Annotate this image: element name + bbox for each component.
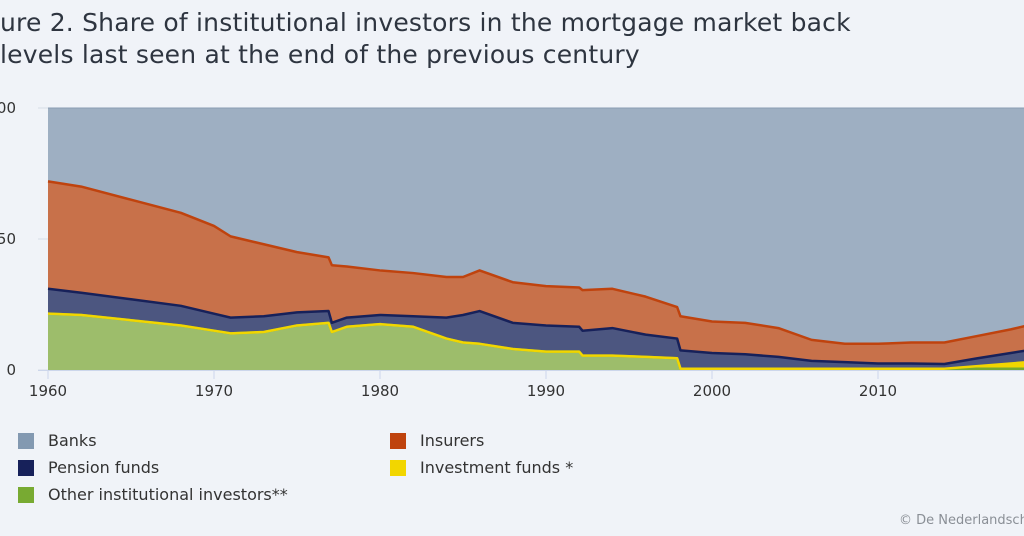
x-tick-label: 2010 [859,382,897,400]
legend-swatch-pension-funds [18,459,34,476]
y-tick-label: 50 [0,230,16,248]
line-investment-funds [47,312,1024,370]
legend-label: Pension funds [48,458,160,477]
line-pension-funds [47,287,1024,366]
legend-item-investment-funds[interactable]: Investment funds * [390,458,573,477]
legend-swatch-other-institutional [18,486,34,503]
legend-label: Other institutional investors** [48,485,288,504]
legend-item-other-institutional[interactable]: Other institutional investors** [18,485,288,504]
area-other-institutional-investors [48,313,1024,370]
copyright-credit: © De Nederlandsch [899,513,1024,528]
legend-item-pension-funds[interactable]: Pension funds [18,458,159,477]
area-investment-funds [48,313,1024,369]
legend-swatch-banks [18,432,34,449]
x-tick-label: 1970 [195,382,233,400]
area-insurers [48,181,1024,364]
legend-swatch-insurers [390,432,406,449]
area-banks [48,108,1024,344]
chart-title-line-1: ure 2. Share of institutional investors … [0,8,851,37]
x-tick-label: 2000 [693,382,731,400]
area-pension-funds [48,288,1024,369]
x-tick-label: 1960 [29,382,67,400]
legend-item-banks[interactable]: Banks [18,431,97,450]
y-tick-label: 100 [0,99,16,117]
x-tick-label: 1990 [527,382,565,400]
legend-label: Investment funds * [420,458,574,477]
line-insurers [47,180,1024,346]
chart-title-line-2: levels last seen at the end of the previ… [0,40,640,69]
legend-label: Banks [48,431,97,450]
legend-item-insurers[interactable]: Insurers [390,431,484,450]
x-tick-label: 1980 [361,382,399,400]
legend-label: Insurers [420,431,485,450]
y-tick-label: 0 [6,361,16,379]
legend-swatch-investment-funds [390,459,406,476]
line-other-institutional-investors [47,312,1024,370]
